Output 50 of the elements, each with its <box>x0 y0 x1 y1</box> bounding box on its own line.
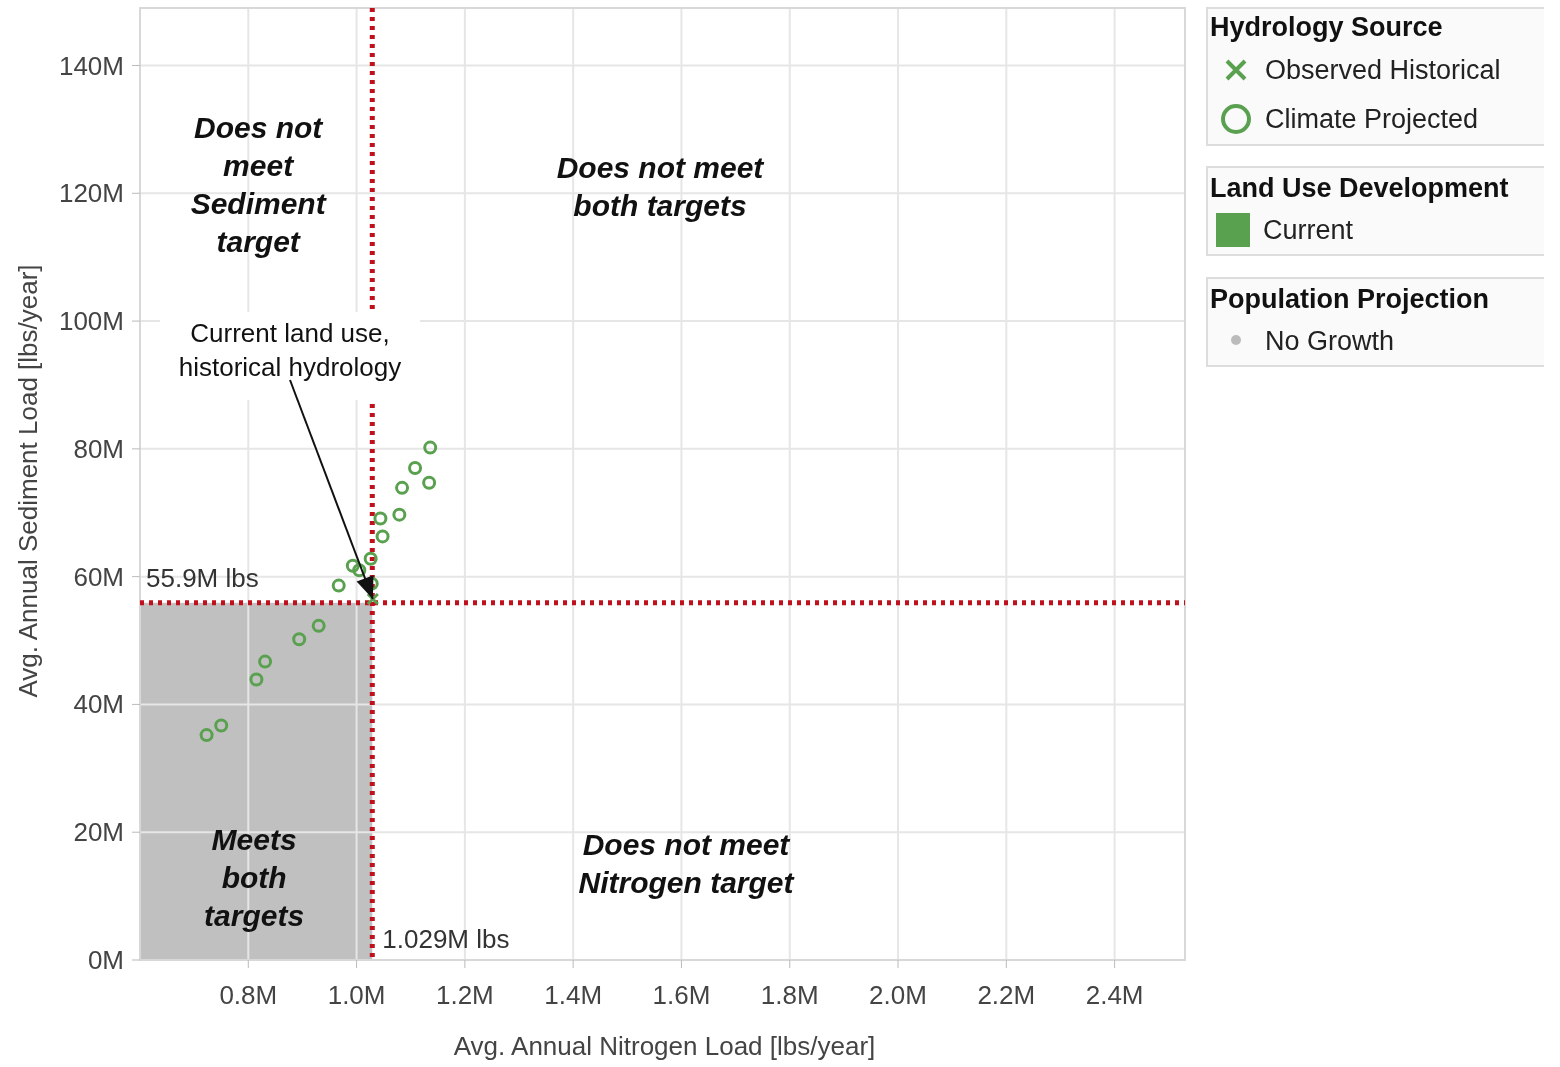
legend-label: Observed Historical <box>1265 55 1501 85</box>
annotation: Current land use, historical hydrology <box>178 318 402 382</box>
point <box>214 718 229 733</box>
legend-label: Climate Projected <box>1265 104 1479 134</box>
point <box>292 632 307 647</box>
y-tick-label: 80M <box>73 433 124 464</box>
point <box>363 551 378 566</box>
point <box>311 618 326 633</box>
annotation: Does not meet Nitrogen target <box>578 828 796 899</box>
point <box>373 511 388 526</box>
ref-line-label: 55.9M lbs <box>146 562 259 593</box>
legend-title: Hydrology Source <box>1210 12 1443 42</box>
y-tick-label: 100M <box>58 306 124 337</box>
point <box>199 728 214 743</box>
x-tick-label: 1.2M <box>435 980 494 1010</box>
text: Population Projection <box>1210 284 1490 314</box>
point <box>392 507 407 522</box>
point <box>345 558 360 573</box>
point <box>422 475 437 490</box>
y-tick-label: 60M <box>73 561 124 592</box>
y-tick-label: 20M <box>73 817 124 848</box>
x-tick-label: 1.4M <box>544 980 603 1010</box>
annotation: Meets both targets <box>204 823 305 932</box>
x-tick-label: 1.0M <box>327 980 386 1010</box>
x-tick-label: 2.0M <box>869 980 927 1010</box>
x-axis-title: Avg. Annual Nitrogen Load [lbs/year] <box>453 1031 876 1061</box>
x-tick-label: 0.8M <box>219 980 278 1010</box>
annotation: Does not meet Sediment target <box>190 111 328 258</box>
point <box>375 529 390 544</box>
point <box>423 440 438 455</box>
point <box>408 461 423 476</box>
text: Current <box>1263 215 1354 245</box>
point <box>331 578 346 593</box>
y-tick-label: 0M <box>87 945 124 975</box>
x-tick-label: 1.6M <box>652 980 711 1010</box>
text: No Growth <box>1265 326 1395 356</box>
annotation: Does not meet both targets <box>556 151 766 222</box>
y-tick-label: 140M <box>58 50 124 81</box>
x-tick-label: 2.4M <box>1085 980 1144 1010</box>
point <box>366 592 380 606</box>
ref-line-label: 1.029M lbs <box>382 924 510 954</box>
point <box>395 480 410 495</box>
y-tick-label: 120M <box>58 178 124 209</box>
text: Land Use Development <box>1210 173 1509 203</box>
y-axis-title: Avg. Annual Sediment Load [lbs/year] <box>13 264 43 698</box>
y-tick-label: 40M <box>73 689 124 720</box>
point <box>249 672 264 687</box>
x-tick-label: 2.2M <box>977 980 1036 1010</box>
point <box>258 654 273 669</box>
x-tick-label: 1.8M <box>760 980 819 1010</box>
